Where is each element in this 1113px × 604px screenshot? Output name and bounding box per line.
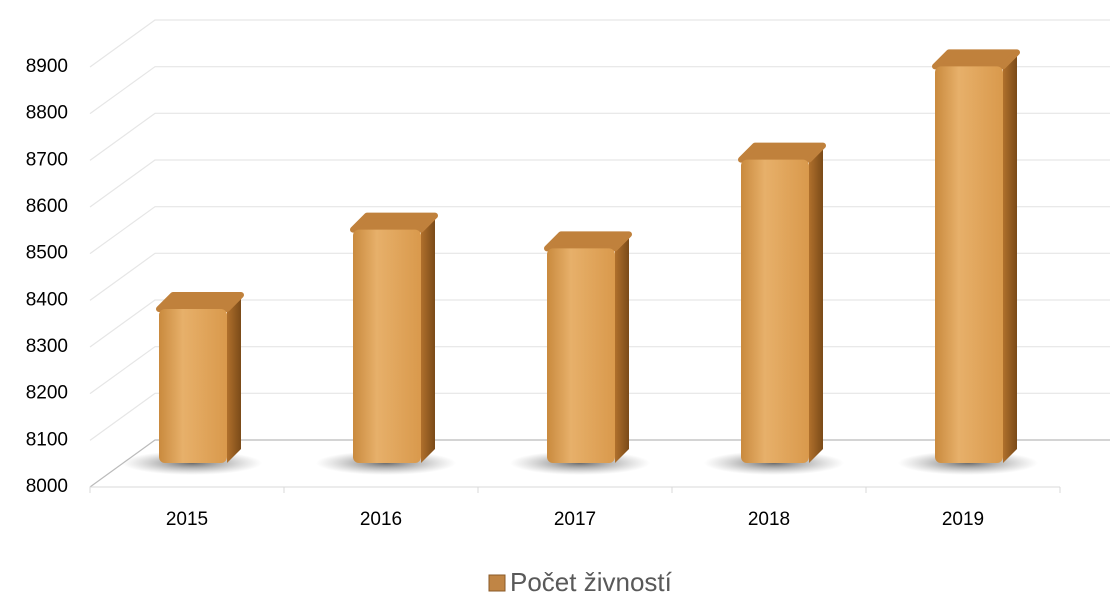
y-tick-label: 8900 <box>26 56 68 77</box>
bar <box>741 159 809 463</box>
bar-top <box>738 142 826 163</box>
y-tick-label: 8800 <box>26 103 68 124</box>
y-tick-label: 8500 <box>26 243 68 264</box>
x-tick-label: 2018 <box>748 509 790 530</box>
bar-side <box>809 145 823 463</box>
grid-line <box>89 19 1110 68</box>
y-tick-label: 8300 <box>26 336 68 357</box>
y-tick-label: 8100 <box>26 429 68 450</box>
y-tick-label: 8700 <box>26 149 68 170</box>
bar-side <box>421 215 435 463</box>
legend-swatch <box>488 574 506 592</box>
y-tick-label: 8600 <box>26 196 68 217</box>
x-tick-label: 2017 <box>554 509 596 530</box>
bar-side <box>615 234 629 463</box>
grid-line <box>89 112 1110 161</box>
x-tick-label: 2016 <box>360 509 402 530</box>
y-tick-label: 8200 <box>26 383 68 404</box>
bar-top <box>932 49 1020 70</box>
y-tick-label: 8400 <box>26 289 68 310</box>
bar-side <box>227 295 241 463</box>
grid-line <box>89 66 1110 115</box>
x-tick-label: 2019 <box>942 509 984 530</box>
bar-top <box>544 231 632 252</box>
y-tick-label: 8000 <box>26 476 68 497</box>
legend-label: Počet živností <box>510 567 673 597</box>
bar-side <box>1003 52 1017 463</box>
bar-top <box>350 212 438 233</box>
bar <box>935 66 1003 463</box>
bar <box>547 248 615 463</box>
bar <box>159 309 227 463</box>
bar <box>353 229 421 463</box>
x-tick-label: 2015 <box>166 509 208 530</box>
bar-top <box>156 292 244 312</box>
